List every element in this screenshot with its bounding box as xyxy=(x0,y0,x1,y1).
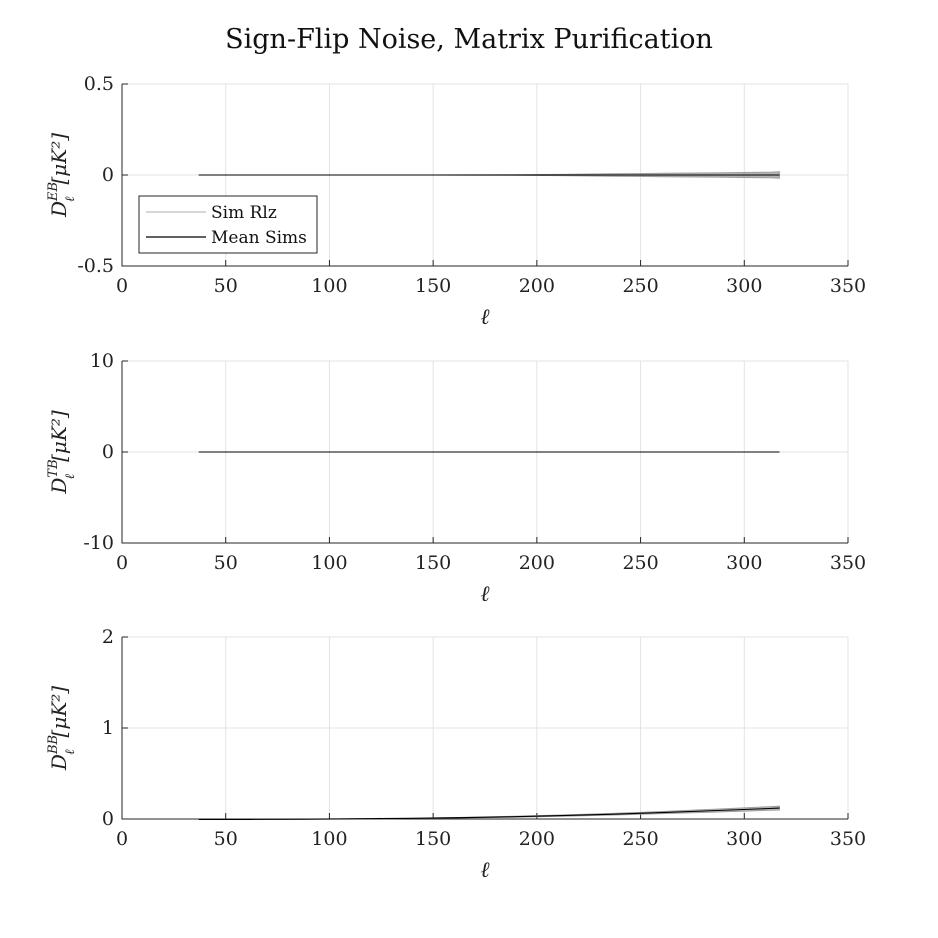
x-axis-label: ℓ xyxy=(480,305,490,330)
y-label-sup: TB xyxy=(46,459,61,477)
legend: Sim Rlz Mean Sims xyxy=(138,195,318,254)
legend-label: Sim Rlz xyxy=(211,203,277,223)
y-label-sub: ℓ xyxy=(63,749,78,755)
x-tick-label: 100 xyxy=(311,828,347,850)
y-label-unit: [μK²] xyxy=(47,133,71,185)
legend-box xyxy=(138,195,318,254)
legend-label: Mean Sims xyxy=(211,228,307,248)
x-tick-label: 150 xyxy=(415,828,451,850)
x-axis-label: ℓ xyxy=(480,582,490,607)
x-tick-label: 100 xyxy=(311,552,347,574)
x-axis-label: ℓ xyxy=(480,858,490,883)
x-tick-label: 0 xyxy=(116,275,128,297)
x-tick-label: 250 xyxy=(622,275,658,297)
x-tick-label: 300 xyxy=(726,828,762,850)
axes xyxy=(121,637,848,820)
x-tick-label: 200 xyxy=(519,828,555,850)
y-axis-label: DBB ℓ [μK²] xyxy=(46,686,78,771)
y-label-sub: ℓ xyxy=(63,196,78,202)
x-tick-label: 0 xyxy=(116,552,128,574)
x-tick-label: 0 xyxy=(116,828,128,850)
x-tick-label: 300 xyxy=(726,552,762,574)
x-tick-label: 50 xyxy=(214,828,238,850)
y-label-sub: ℓ xyxy=(63,473,78,479)
y-tick-label: 10 xyxy=(90,350,114,372)
x-tick-label: 350 xyxy=(830,275,866,297)
x-tick-label: 250 xyxy=(622,552,658,574)
x-tick-label: 150 xyxy=(415,275,451,297)
x-tick-label: 150 xyxy=(415,552,451,574)
x-tick-label: 50 xyxy=(214,552,238,574)
chart-title: Sign-Flip Noise, Matrix Purification xyxy=(225,24,713,55)
y-tick-label: 1 xyxy=(102,717,114,739)
y-tick-label: 2 xyxy=(102,626,114,648)
y-axis-label: DEB ℓ [μK²] xyxy=(46,133,78,218)
x-tick-label: 100 xyxy=(311,275,347,297)
y-label-main: D xyxy=(47,201,71,218)
y-label-sup: BB xyxy=(46,735,61,755)
axes xyxy=(121,361,848,544)
x-tick-label: 200 xyxy=(519,275,555,297)
y-tick-label: -10 xyxy=(83,532,114,554)
x-tick-label: 50 xyxy=(214,275,238,297)
y-tick-label: -0.5 xyxy=(77,255,114,277)
y-tick-label: 0 xyxy=(102,808,114,830)
y-axis-label: DTB ℓ [μK²] xyxy=(46,410,78,494)
y-label-unit: [μK²] xyxy=(47,410,71,462)
y-tick-label: 0 xyxy=(102,164,114,186)
y-label-sup: EB xyxy=(46,182,61,202)
x-tick-label: 350 xyxy=(830,828,866,850)
x-tick-label: 350 xyxy=(830,552,866,574)
x-tick-label: 250 xyxy=(622,828,658,850)
y-label-main: D xyxy=(47,754,71,771)
y-label-main: D xyxy=(47,478,71,495)
y-tick-label: 0.5 xyxy=(84,73,114,95)
axes xyxy=(121,84,848,267)
x-tick-label: 300 xyxy=(726,275,762,297)
mean-sims-line xyxy=(198,807,780,821)
x-tick-label: 200 xyxy=(519,552,555,574)
y-tick-label: 0 xyxy=(102,441,114,463)
y-label-unit: [μK²] xyxy=(47,686,71,738)
